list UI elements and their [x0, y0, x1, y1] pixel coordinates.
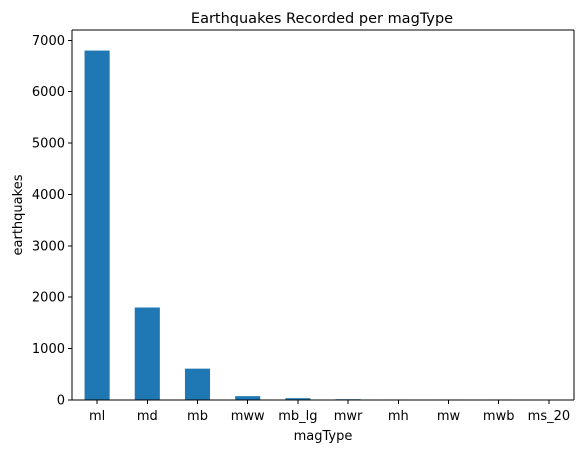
bar-mb [184, 368, 211, 400]
x-tick-label: ml [89, 409, 105, 424]
x-tick-label: mw [437, 409, 461, 424]
y-axis-title: earthquakes [11, 174, 26, 255]
bar-ml [84, 50, 110, 401]
x-tick-label: mwr [334, 409, 363, 424]
y-tick-label: 7000 [32, 34, 65, 49]
y-tick-label: 0 [57, 394, 65, 409]
x-tick-label: mwb [483, 409, 515, 424]
bar-md [134, 307, 160, 400]
y-tick-label: 5000 [32, 137, 65, 152]
x-tick-label: mh [388, 409, 409, 424]
x-tick-label: mb [187, 409, 208, 424]
x-tick-label: mb_lg [278, 409, 317, 424]
bar-mww [235, 396, 261, 400]
x-axis-title: magType [294, 429, 353, 444]
x-axis: ml md mb mww mb_lg mwr mh mw mwb ms_20 [89, 400, 570, 424]
bar-mb-lg [285, 398, 311, 400]
y-tick-label: 6000 [32, 85, 65, 100]
x-tick-label: ms_20 [528, 409, 570, 424]
x-tick-label: mww [231, 409, 265, 424]
y-axis: 0 1000 2000 3000 4000 5000 6000 7000 [32, 34, 72, 409]
x-tick-label: md [137, 409, 158, 424]
y-tick-label: 3000 [32, 239, 65, 254]
y-tick-label: 2000 [32, 291, 65, 306]
y-tick-label: 1000 [32, 342, 65, 357]
chart-title: Earthquakes Recorded per magType [191, 11, 453, 27]
bar-group [84, 50, 562, 401]
y-tick-label: 4000 [32, 188, 65, 203]
